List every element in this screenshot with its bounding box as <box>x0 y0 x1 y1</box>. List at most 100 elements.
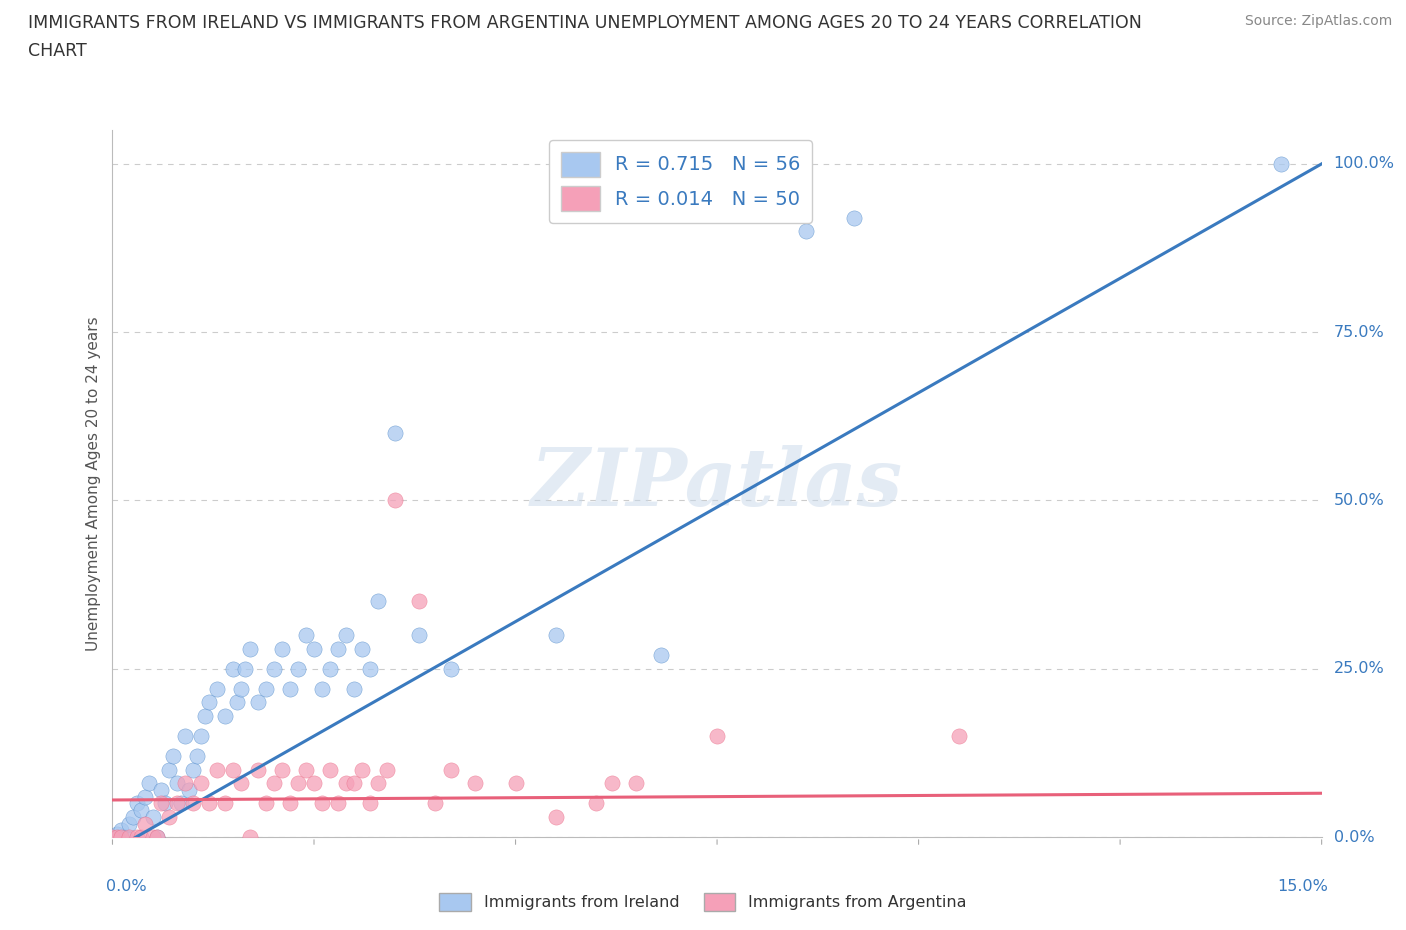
Point <box>359 796 381 811</box>
Y-axis label: Unemployment Among Ages 20 to 24 years: Unemployment Among Ages 20 to 24 years <box>86 316 101 651</box>
Point <box>319 763 342 777</box>
Text: 0.0%: 0.0% <box>107 880 148 895</box>
Point <box>367 594 389 609</box>
Point <box>105 830 128 844</box>
Point <box>198 796 221 811</box>
Point <box>585 796 607 811</box>
Point <box>146 830 169 844</box>
Point <box>328 796 350 811</box>
Point <box>134 790 156 804</box>
Point <box>311 682 333 697</box>
Point <box>505 776 527 790</box>
Point <box>423 796 446 811</box>
Point <box>129 830 152 844</box>
Point <box>352 763 374 777</box>
Point <box>440 763 463 777</box>
Point <box>181 763 204 777</box>
Point <box>214 796 236 811</box>
Point <box>263 776 285 790</box>
Point <box>335 628 357 643</box>
Text: 0.0%: 0.0% <box>1334 830 1374 844</box>
Point <box>125 830 148 844</box>
Point <box>207 682 229 697</box>
Point <box>181 796 204 811</box>
Point <box>375 763 398 777</box>
Point <box>105 826 128 841</box>
Point <box>174 728 197 743</box>
Point <box>142 830 165 844</box>
Point <box>166 796 188 811</box>
Point <box>162 749 184 764</box>
Point <box>544 809 567 824</box>
Point <box>263 661 285 676</box>
Text: IMMIGRANTS FROM IRELAND VS IMMIGRANTS FROM ARGENTINA UNEMPLOYMENT AMONG AGES 20 : IMMIGRANTS FROM IRELAND VS IMMIGRANTS FR… <box>28 14 1142 32</box>
Text: 50.0%: 50.0% <box>1334 493 1385 508</box>
Point <box>235 661 257 676</box>
Point <box>190 776 212 790</box>
Point <box>302 776 325 790</box>
Point <box>287 661 309 676</box>
Point <box>706 728 728 743</box>
Text: 15.0%: 15.0% <box>1277 880 1327 895</box>
Point <box>544 628 567 643</box>
Point <box>295 628 318 643</box>
Text: 25.0%: 25.0% <box>1334 661 1385 676</box>
Point <box>231 682 253 697</box>
Point <box>149 796 172 811</box>
Point <box>166 776 188 790</box>
Point <box>254 796 277 811</box>
Legend: R = 0.715   N = 56, R = 0.014   N = 50: R = 0.715 N = 56, R = 0.014 N = 50 <box>550 140 813 223</box>
Point <box>246 695 269 710</box>
Point <box>125 796 148 811</box>
Point <box>794 224 817 239</box>
Text: 75.0%: 75.0% <box>1334 325 1385 339</box>
Point <box>343 682 366 697</box>
Point <box>177 782 200 797</box>
Point <box>352 641 374 656</box>
Point <box>198 695 221 710</box>
Point <box>207 763 229 777</box>
Point <box>270 641 292 656</box>
Point <box>226 695 249 710</box>
Point <box>1270 156 1292 171</box>
Point <box>328 641 350 656</box>
Point <box>408 628 430 643</box>
Point <box>129 803 152 817</box>
Point <box>278 796 301 811</box>
Point <box>101 830 124 844</box>
Point <box>246 763 269 777</box>
Point <box>170 796 193 811</box>
Point <box>142 809 165 824</box>
Point <box>222 763 245 777</box>
Point <box>114 830 136 844</box>
Point <box>948 728 970 743</box>
Point <box>153 796 176 811</box>
Point <box>384 426 406 441</box>
Point <box>238 641 260 656</box>
Point <box>222 661 245 676</box>
Point <box>194 709 217 724</box>
Point <box>600 776 623 790</box>
Point <box>359 661 381 676</box>
Point <box>101 830 124 844</box>
Point <box>464 776 486 790</box>
Point <box>278 682 301 697</box>
Point <box>186 749 208 764</box>
Point <box>270 763 292 777</box>
Text: CHART: CHART <box>28 42 87 60</box>
Point <box>134 817 156 831</box>
Point <box>343 776 366 790</box>
Point <box>117 830 139 844</box>
Point <box>384 493 406 508</box>
Point <box>408 594 430 609</box>
Point <box>117 817 139 831</box>
Point <box>842 210 865 225</box>
Point <box>231 776 253 790</box>
Point <box>302 641 325 656</box>
Legend: Immigrants from Ireland, Immigrants from Argentina: Immigrants from Ireland, Immigrants from… <box>433 886 973 917</box>
Point <box>146 830 169 844</box>
Point <box>367 776 389 790</box>
Point <box>295 763 318 777</box>
Point <box>287 776 309 790</box>
Point <box>626 776 648 790</box>
